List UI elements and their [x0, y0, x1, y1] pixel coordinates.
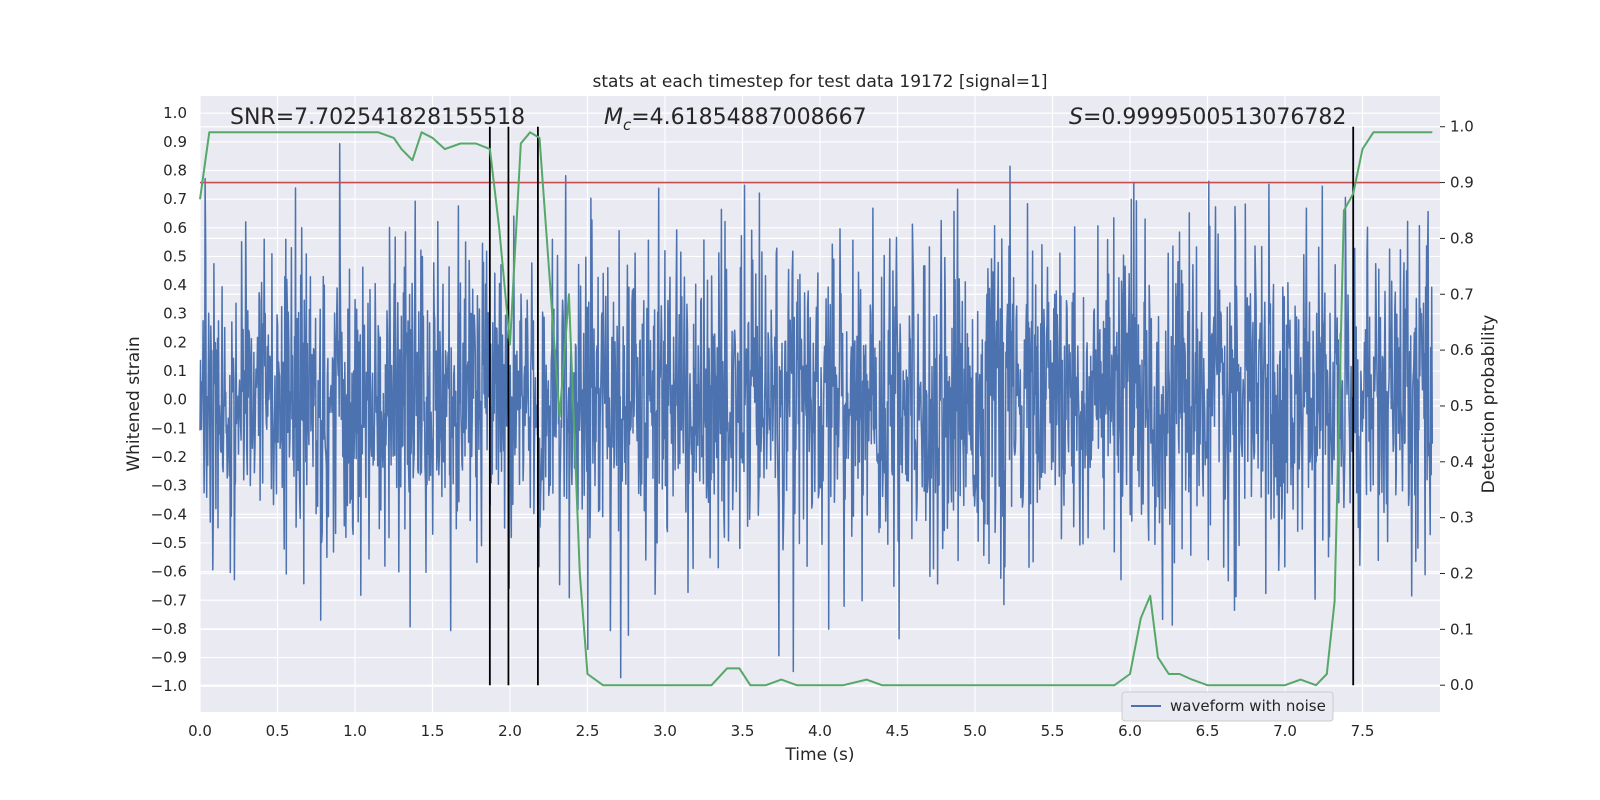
y-tick-labels: 1.0 0.9 0.8 0.7 0.6 0.5 0.4 0.3 0.2 0.1 0.0 −0.1 −0.… — [151, 104, 187, 695]
score-value: =0.9999500513076782 — [1083, 105, 1346, 130]
x-tick-label: 0.0 — [188, 722, 212, 740]
y-tick-label: −0.1 — [151, 419, 187, 437]
y2-tick-label: 0.2 — [1450, 564, 1474, 582]
snr-annotation: SNR=7.702541828155518 — [230, 105, 525, 130]
y-tick-label: 0.5 — [163, 247, 187, 265]
y2-tick-label: 0.3 — [1450, 509, 1474, 527]
x-tick-label: 0.5 — [266, 722, 290, 740]
y-tick-label: −0.5 — [151, 534, 187, 552]
y-tick-label: 0.2 — [163, 333, 187, 351]
legend: waveform with noise — [1121, 691, 1334, 722]
chirp-mass-subscript: c — [623, 116, 632, 134]
x-tick-label: 5.0 — [963, 722, 987, 740]
chart-title: stats at each timestep for test data 191… — [593, 72, 1048, 92]
chirp-mass-value: =4.61854887008667 — [631, 105, 866, 130]
x-tick-label: 4.5 — [886, 722, 910, 740]
y-tick-label: −0.6 — [151, 563, 187, 581]
x-tick-labels: 0.0 0.5 1.0 1.5 2.0 2.5 3.0 3.5 4.0 4.5 5.0 5.5 6.0 6… — [188, 722, 1374, 740]
x-axis-label: Time (s) — [784, 745, 854, 765]
y-tick-label: 0.4 — [163, 276, 187, 294]
x-tick-label: 5.5 — [1041, 722, 1065, 740]
chirp-mass-symbol: M — [604, 105, 623, 130]
y-tick-label: 0.8 — [163, 161, 187, 179]
y-axis-label: Whitened strain — [124, 336, 144, 471]
y-tick-label: −0.3 — [151, 477, 187, 495]
y2-tick-label: 0.0 — [1450, 676, 1474, 694]
x-tick-label: 1.0 — [343, 722, 367, 740]
y-tick-label: −0.9 — [151, 649, 187, 667]
overlay-lines — [199, 126, 1440, 687]
y-tick-label: −1.0 — [151, 677, 187, 695]
waveform-series — [199, 143, 1434, 679]
y-tick-label: 0.3 — [163, 305, 187, 323]
y2-tick-label: 0.5 — [1450, 397, 1474, 415]
legend-label: waveform with noise — [1170, 697, 1326, 715]
x-tick-label: 7.5 — [1351, 722, 1375, 740]
y-tick-label: 0.0 — [163, 391, 187, 409]
y-tick-label: 0.1 — [163, 362, 187, 380]
y2-tick-label: 0.8 — [1450, 229, 1474, 247]
y-tick-label: −0.8 — [151, 620, 187, 638]
y-tick-label: −0.4 — [151, 505, 187, 523]
score-annotation: S=0.9999500513076782 — [1069, 105, 1346, 130]
waveform-line — [199, 143, 1434, 679]
y-tick-label: 0.9 — [163, 133, 187, 151]
detection-probability-line — [199, 131, 1433, 687]
y2-tick-label: 0.1 — [1450, 620, 1474, 638]
chirp-mass-annotation: Mc=4.61854887008667 — [604, 105, 867, 134]
x-tick-label: 3.0 — [653, 722, 677, 740]
x-tick-label: 2.0 — [498, 722, 522, 740]
y-tick-label: −0.2 — [151, 448, 187, 466]
y2-tick-label: 0.6 — [1450, 341, 1474, 359]
x-tick-label: 3.5 — [731, 722, 755, 740]
y-tick-label: −0.7 — [151, 591, 187, 609]
x-tick-label: 2.5 — [576, 722, 600, 740]
x-tick-label: 1.5 — [421, 722, 445, 740]
y2-tick-label: 0.7 — [1450, 285, 1474, 303]
x-tick-label: 7.0 — [1273, 722, 1297, 740]
x-tick-label: 4.0 — [808, 722, 832, 740]
y2-tick-label: 0.9 — [1450, 174, 1474, 192]
y2-tick-label: 1.0 — [1450, 118, 1474, 136]
y2-tick-label: 0.4 — [1450, 453, 1474, 471]
x-tick-label: 6.5 — [1196, 722, 1220, 740]
x-tick-label: 6.0 — [1118, 722, 1142, 740]
y-tick-label: 1.0 — [163, 104, 187, 122]
y2-axis-label: Detection probability — [1479, 315, 1499, 494]
score-symbol: S — [1069, 105, 1083, 130]
y-tick-label: 0.7 — [163, 190, 187, 208]
legend-box — [1121, 691, 1334, 722]
y2-tick-labels: 1.0 0.9 0.8 0.7 0.6 0.5 0.4 0.3 0.2 0.1 0.0 — [1440, 118, 1474, 694]
y-tick-label: 0.6 — [163, 219, 187, 237]
